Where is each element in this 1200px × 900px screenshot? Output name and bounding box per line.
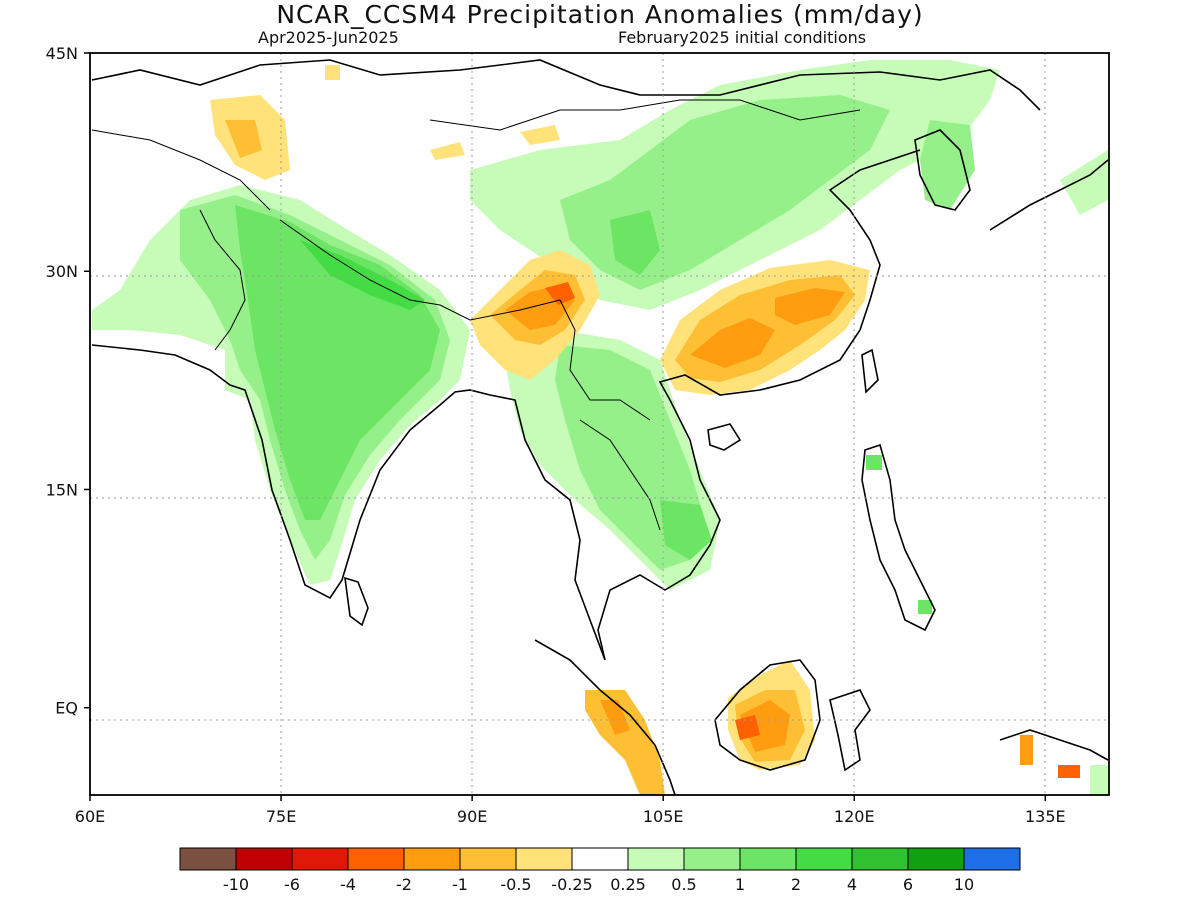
coastline-north [91, 59, 1041, 111]
lon-tick-label: 105E [643, 807, 684, 826]
color-bar-label: -2 [396, 875, 412, 894]
wet-region-japan [1060, 150, 1108, 215]
lon-tick-label: 120E [834, 807, 875, 826]
dry-region-pamir-mid [225, 120, 262, 158]
color-bar-swatch [683, 847, 741, 871]
color-bar-label: 4 [847, 875, 857, 894]
color-bar-swatch [851, 847, 909, 871]
color-bar-swatch [515, 847, 573, 871]
border-nepal-himalaya [279, 219, 561, 321]
color-bar-swatch [907, 847, 965, 871]
color-bar-label: -1 [452, 875, 468, 894]
dry-region-assam-core [545, 282, 575, 305]
color-bar-swatch [459, 847, 517, 871]
wet-region-mindanao [918, 600, 932, 614]
dry-region-new-guinea-2 [1058, 765, 1080, 778]
coastlines [91, 59, 1109, 795]
color-bar-label: 6 [903, 875, 913, 894]
wet-region-north-china-strong [610, 210, 660, 275]
coastline-philippines [861, 443, 936, 632]
map-title: NCAR_CCSM4 Precipitation Anomalies (mm/d… [276, 0, 924, 29]
color-bar-swatch [627, 847, 685, 871]
wet-region-philippines [866, 455, 882, 470]
border-china-mongolia [429, 99, 861, 131]
color-bar-swatch [291, 847, 349, 871]
dry-region-new-guinea [1020, 735, 1033, 765]
color-bar-label: -10 [223, 875, 249, 894]
border-thailand-laos [579, 419, 661, 531]
dry-region-sumatra-mid [600, 700, 630, 735]
color-bar-label: 2 [791, 875, 801, 894]
coastline-new-guinea [999, 729, 1109, 761]
wet-region-korea [920, 120, 975, 210]
coastline-borneo [714, 659, 821, 771]
color-bar-swatch [739, 847, 797, 871]
lat-tick-label: 15N [46, 480, 78, 499]
coastline-sumatra [534, 639, 676, 795]
color-bar-swatch [571, 847, 629, 871]
latitude-axis: 45N 30N 15N EQ [46, 44, 90, 718]
dry-region-small-2 [430, 142, 465, 160]
color-bar-label: 1 [735, 875, 745, 894]
lon-tick-label: 90E [457, 807, 487, 826]
border-india-pakistan [199, 209, 246, 351]
dry-region-south-china-strong-2 [775, 288, 845, 325]
lon-tick-label: 135E [1025, 807, 1066, 826]
country-borders [91, 99, 861, 531]
coastline-hainan [707, 423, 742, 451]
color-bar-swatch [963, 847, 1021, 871]
border-central-asia [91, 129, 271, 211]
coastline-south-asia [91, 344, 606, 661]
color-bar-label: -6 [284, 875, 300, 894]
coastline-taiwan [861, 348, 879, 394]
color-bar-label: -0.5 [500, 875, 531, 894]
map-subtitle-initial-conditions: February2025 initial conditions [618, 28, 867, 47]
coastline-japan [989, 159, 1109, 231]
lon-tick-label: 75E [266, 807, 296, 826]
lat-tick-label: 30N [46, 262, 78, 281]
color-bar-swatch [235, 847, 293, 871]
longitude-axis: 60E 75E 90E 105E 120E 135E [75, 795, 1066, 826]
color-bar-label: -0.25 [551, 875, 592, 894]
color-bar-swatch [795, 847, 853, 871]
lat-tick-label: 45N [46, 44, 78, 63]
wet-region-new-guinea [1090, 765, 1108, 795]
coastline-indochina [597, 149, 921, 661]
dry-region-borneo-strong [740, 700, 790, 752]
dry-region-small-3 [325, 65, 340, 80]
color-bar-label: 0.25 [610, 875, 646, 894]
map-frame [89, 52, 1110, 796]
border-china-myanmar [559, 299, 651, 421]
anomaly-shading [92, 60, 1108, 795]
gridlines [90, 53, 1109, 795]
dry-region-sumatra [585, 690, 665, 795]
coastline-sulawesi [829, 689, 871, 772]
color-bar-legend: -10 -6 -4 -2 -1 -0.5 -0.25 0.25 0.5 1 2 4 6 10 [179, 847, 1021, 894]
dry-region-small-1 [520, 125, 560, 145]
coastline-sri-lanka [344, 576, 369, 627]
color-bar-label: 0.5 [671, 875, 696, 894]
lat-tick-label: EQ [55, 699, 78, 718]
map-plot-area [90, 53, 1109, 795]
color-bar-label: -4 [340, 875, 356, 894]
color-bar-swatch [347, 847, 405, 871]
wet-region-indochina-strong [660, 500, 712, 560]
dry-region-borneo-core [735, 715, 760, 740]
map-subtitle-period: Apr2025-Jun2025 [258, 28, 399, 47]
color-bar-swatch [179, 847, 237, 871]
dry-region-south-china-strong [690, 318, 775, 368]
coastline-korea [914, 129, 971, 211]
lon-tick-label: 60E [75, 807, 105, 826]
color-bar-swatch [403, 847, 461, 871]
color-bar-label: 10 [954, 875, 974, 894]
